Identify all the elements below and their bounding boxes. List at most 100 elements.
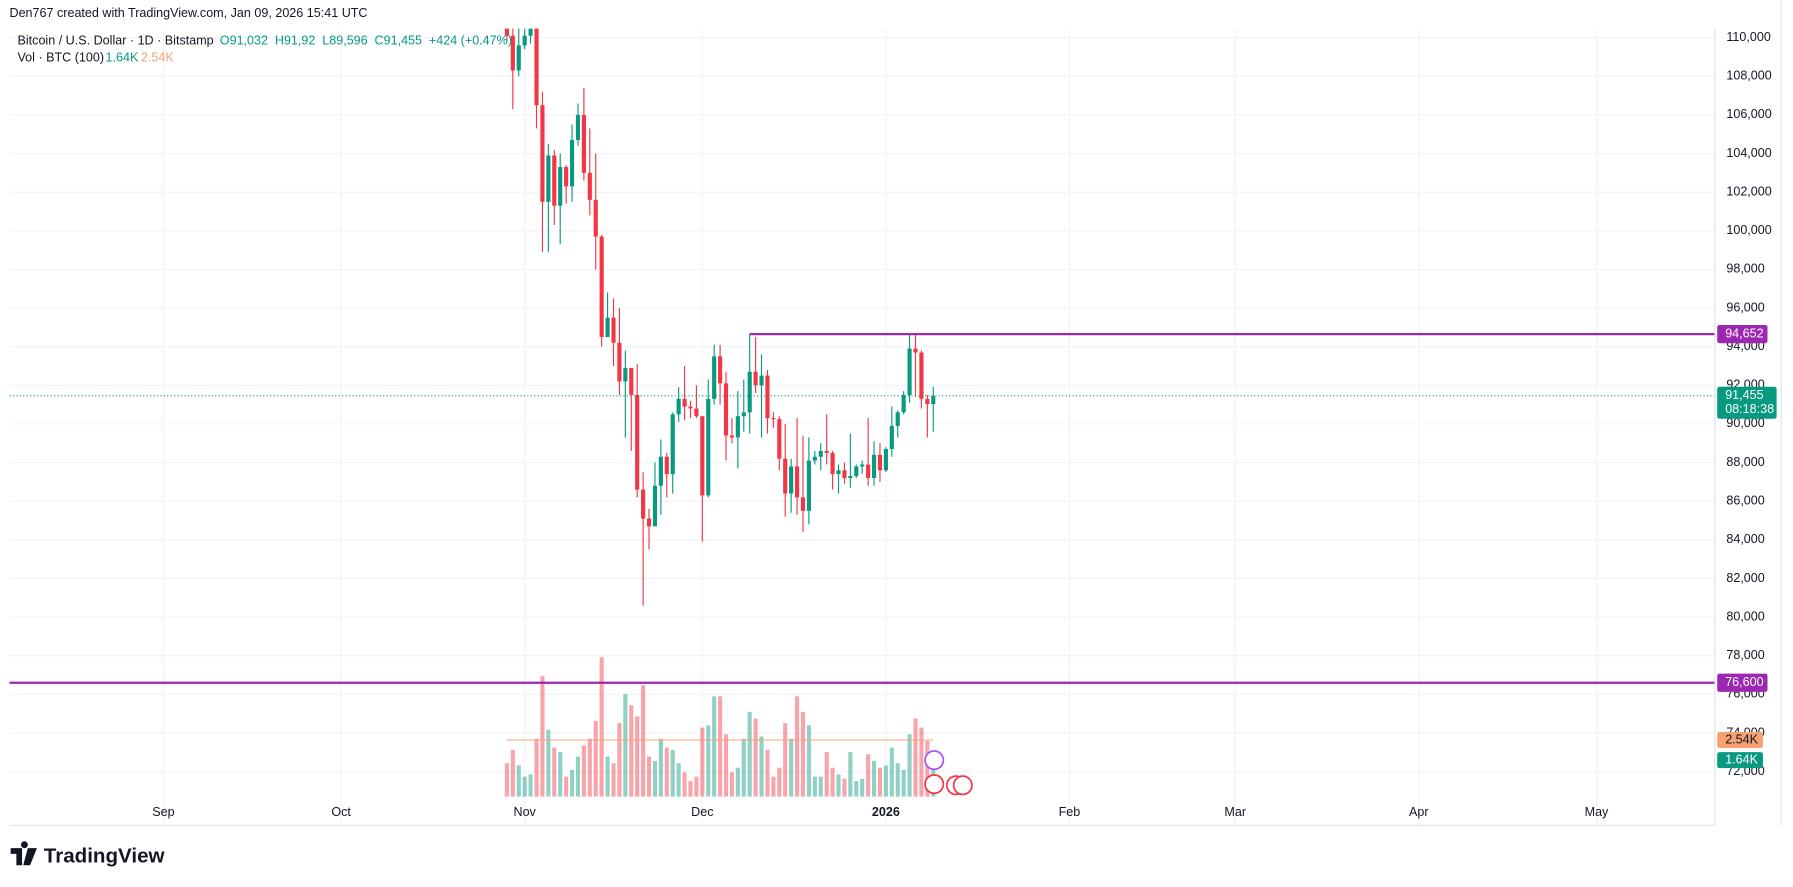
volume-bar xyxy=(617,723,622,797)
countdown: 08:18:38 xyxy=(1725,402,1774,416)
ohlc-value: O91,032 xyxy=(220,33,268,47)
volume-bar xyxy=(688,781,693,797)
candle-body xyxy=(812,456,817,461)
candle-body xyxy=(558,167,563,206)
x-tick-label: Feb xyxy=(1059,805,1081,819)
candle-body xyxy=(564,167,569,187)
volume-bar xyxy=(605,756,610,797)
volume-bar xyxy=(700,727,705,797)
volume-bar xyxy=(664,747,669,797)
volume-bar xyxy=(558,752,563,797)
volume-bar xyxy=(599,657,604,797)
y-tick-label: 88,000 xyxy=(1726,455,1764,469)
x-tick-label: Apr xyxy=(1409,805,1429,819)
candle-body xyxy=(569,140,575,187)
volume-bar xyxy=(706,725,711,797)
candle-body xyxy=(824,450,829,453)
volume-bar xyxy=(818,776,823,797)
ohlc-value: H91,92 xyxy=(275,33,316,47)
volume-bar xyxy=(522,776,527,797)
candle-body xyxy=(871,454,877,479)
volume-bar xyxy=(552,747,557,797)
volume-bar xyxy=(564,776,569,797)
candle-body xyxy=(593,199,598,237)
candle-body xyxy=(877,454,883,471)
y-tick-label: 86,000 xyxy=(1726,494,1764,508)
candle-body xyxy=(682,398,687,407)
volume-bar xyxy=(718,696,723,797)
candle-body xyxy=(664,456,669,475)
ohlc-value: L89,596 xyxy=(322,33,367,47)
candle-body xyxy=(546,155,551,202)
candle-body xyxy=(575,114,581,141)
volume-bar xyxy=(794,696,800,797)
candle-body xyxy=(641,489,646,519)
candle-body xyxy=(848,476,853,479)
volume-bar xyxy=(646,756,652,797)
candle-body xyxy=(516,45,521,71)
candle-body xyxy=(800,497,806,511)
candle-body xyxy=(729,435,735,438)
candle-body xyxy=(747,371,752,413)
y-tick-label: 110,000 xyxy=(1726,30,1770,44)
candle-body xyxy=(836,470,841,475)
overlays: 72,00074,00076,00078,00080,00082,00084,0… xyxy=(9,30,1777,819)
level-label: 76,600 xyxy=(1725,675,1763,689)
y-tick-label: 98,000 xyxy=(1726,262,1764,276)
level-label-bg xyxy=(1717,324,1768,344)
candle-body xyxy=(676,398,681,415)
volume-bar xyxy=(842,778,847,797)
candle-body xyxy=(635,394,640,490)
volume-bar xyxy=(670,749,675,797)
volume-bar xyxy=(611,763,616,797)
volume-bar xyxy=(824,752,829,797)
icon[interactable] xyxy=(924,774,945,795)
icon[interactable] xyxy=(924,750,945,771)
candle-body xyxy=(830,452,835,475)
candle-body xyxy=(510,35,515,71)
volume-bar xyxy=(540,676,545,797)
candle-body xyxy=(629,367,634,395)
level-label: 94,652 xyxy=(1725,326,1763,340)
volume-bar xyxy=(877,767,883,797)
y-tick-label: 84,000 xyxy=(1726,532,1764,546)
caption: Den767 created with TradingView.com, Jan… xyxy=(9,6,367,20)
volume-bar xyxy=(925,740,930,797)
candle-body xyxy=(587,172,592,200)
candle-body xyxy=(889,425,894,450)
candle-body xyxy=(913,348,918,353)
candle-body xyxy=(623,367,628,382)
candle-body xyxy=(842,470,847,479)
candle-body xyxy=(652,485,658,527)
candle-body xyxy=(540,105,545,202)
candle-body xyxy=(777,419,782,459)
y-tick-label: 100,000 xyxy=(1726,223,1771,237)
y-tick-label: 106,000 xyxy=(1726,107,1771,121)
candle-body xyxy=(735,416,740,438)
candle-body xyxy=(860,464,865,467)
volume-bar xyxy=(676,763,681,797)
candle-body xyxy=(504,28,509,36)
candle-body xyxy=(617,342,622,382)
candle-body xyxy=(759,375,764,386)
volume-bar xyxy=(682,772,687,797)
candle-body xyxy=(646,518,652,527)
y-tick-label: 78,000 xyxy=(1726,648,1764,662)
candles xyxy=(504,28,936,606)
volume-bar xyxy=(546,729,551,797)
volume-bar xyxy=(789,738,794,797)
candle-body xyxy=(534,28,539,106)
icon[interactable] xyxy=(952,775,973,796)
volume-bar xyxy=(510,749,515,797)
x-tick-label: Dec xyxy=(691,805,713,819)
volume-bar xyxy=(753,718,758,797)
volume-bar xyxy=(889,747,894,797)
volume-bar xyxy=(528,774,533,797)
candle-body xyxy=(700,416,705,496)
candle-body xyxy=(907,348,912,395)
volume-bar xyxy=(658,738,663,797)
volume-legend-value: 1.64K xyxy=(106,51,139,65)
candle-body xyxy=(794,466,800,498)
volume-bar xyxy=(854,781,859,797)
candle-body xyxy=(605,317,610,338)
